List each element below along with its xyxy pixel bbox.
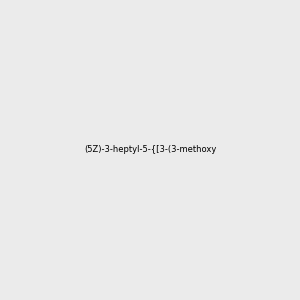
Text: (5Z)-3-heptyl-5-{[3-(3-methoxy: (5Z)-3-heptyl-5-{[3-(3-methoxy	[84, 146, 216, 154]
